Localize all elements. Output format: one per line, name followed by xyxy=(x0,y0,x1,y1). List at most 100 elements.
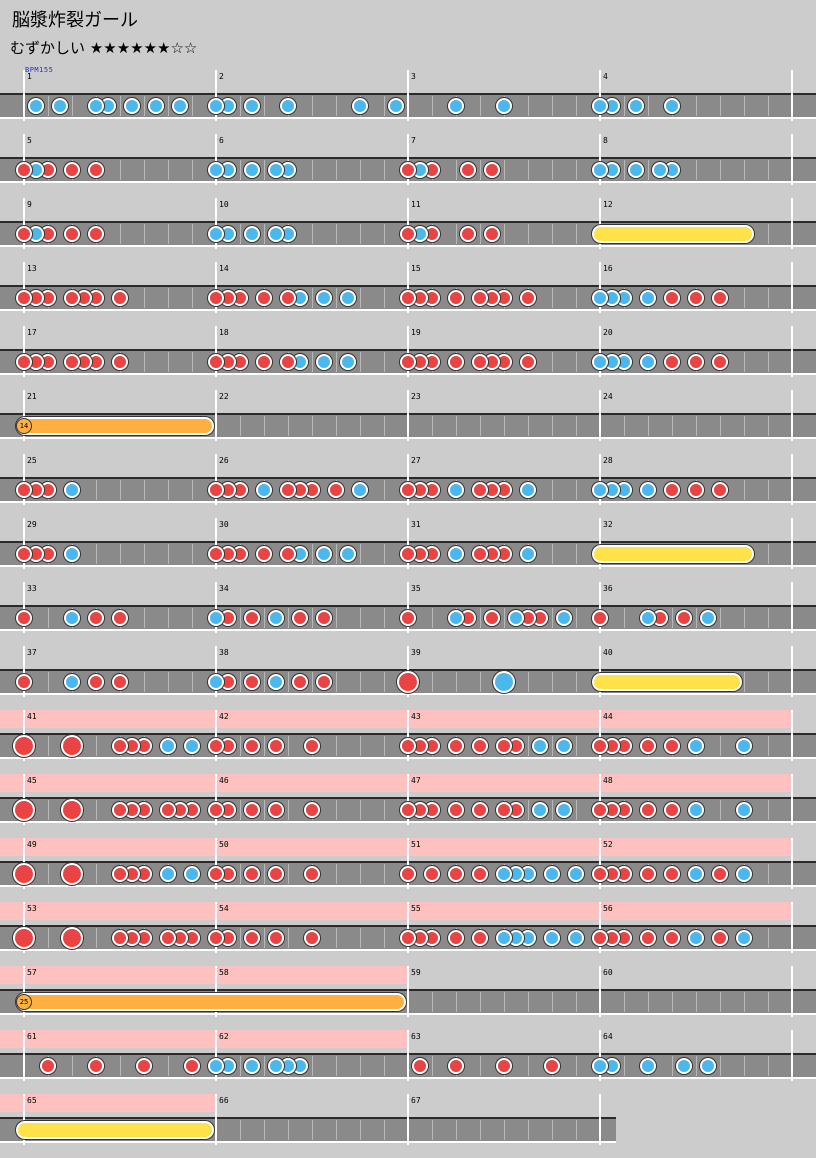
beat-tick xyxy=(96,736,97,756)
beat-tick xyxy=(576,288,577,308)
beat-tick xyxy=(168,672,169,692)
beat-tick xyxy=(672,992,673,1012)
don-note xyxy=(400,546,416,562)
beat-tick xyxy=(384,1120,385,1140)
bar-line xyxy=(23,70,25,121)
don-note xyxy=(16,290,32,306)
ka-note xyxy=(496,866,512,882)
measure-number: 4 xyxy=(603,72,608,81)
don-big-note xyxy=(61,799,83,821)
ka-note xyxy=(736,802,752,818)
ka-note xyxy=(268,226,284,242)
don-note xyxy=(688,290,704,306)
measure-number: 60 xyxy=(603,968,613,977)
chart-row: 61 62 63 64 xyxy=(0,1030,816,1094)
beat-tick xyxy=(240,608,241,628)
beat-tick xyxy=(696,608,697,628)
beat-tick xyxy=(528,1056,529,1076)
beat-tick xyxy=(744,352,745,372)
beat-tick xyxy=(576,96,577,116)
ka-note xyxy=(664,98,680,114)
measure-number: 6 xyxy=(219,136,224,145)
beat-tick xyxy=(624,992,625,1012)
beat-tick xyxy=(360,928,361,948)
beat-tick xyxy=(264,224,265,244)
beat-tick xyxy=(240,864,241,884)
ka-note xyxy=(496,98,512,114)
don-note xyxy=(676,610,692,626)
measure-number: 66 xyxy=(219,1096,229,1105)
beat-tick xyxy=(696,1056,697,1076)
chart-row: 53 54 55 56 xyxy=(0,902,816,966)
ka-note xyxy=(316,546,332,562)
measure-number: 42 xyxy=(219,712,229,721)
beat-tick xyxy=(336,672,337,692)
bar-line xyxy=(23,582,25,633)
bar-line xyxy=(215,774,217,825)
beat-tick xyxy=(168,96,169,116)
beat-tick xyxy=(192,672,193,692)
beat-tick xyxy=(192,352,193,372)
measure-number: 8 xyxy=(603,136,608,145)
measure-number: 11 xyxy=(411,200,421,209)
beat-tick xyxy=(336,1120,337,1140)
beat-tick xyxy=(384,1056,385,1076)
measure-number: 51 xyxy=(411,840,421,849)
bar-line xyxy=(407,582,409,633)
beat-tick xyxy=(768,992,769,1012)
don-note xyxy=(664,930,680,946)
beat-tick xyxy=(264,96,265,116)
beat-tick xyxy=(264,928,265,948)
measure-number: 67 xyxy=(411,1096,421,1105)
measure-number: 59 xyxy=(411,968,421,977)
beat-tick xyxy=(552,672,553,692)
beat-tick xyxy=(744,480,745,500)
bar-line xyxy=(215,70,217,121)
beat-tick xyxy=(552,800,553,820)
gogo-section xyxy=(0,710,216,728)
don-note xyxy=(280,290,296,306)
beat-tick xyxy=(360,672,361,692)
beat-tick xyxy=(696,416,697,436)
don-note xyxy=(712,354,728,370)
measure-number: 38 xyxy=(219,648,229,657)
beat-tick xyxy=(480,160,481,180)
balloon-roll xyxy=(16,417,214,435)
don-note xyxy=(88,674,104,690)
don-big-note xyxy=(13,799,35,821)
measure-number: 1 xyxy=(27,72,32,81)
beat-tick xyxy=(384,544,385,564)
don-note xyxy=(16,546,32,562)
measure-number: 2 xyxy=(219,72,224,81)
beat-tick xyxy=(264,800,265,820)
bar-line xyxy=(215,262,217,313)
beat-tick xyxy=(168,480,169,500)
gogo-section xyxy=(216,902,408,920)
ka-note xyxy=(652,162,668,178)
beat-tick xyxy=(768,480,769,500)
don-note xyxy=(268,866,284,882)
don-note xyxy=(688,482,704,498)
beat-tick xyxy=(576,672,577,692)
measure-number: 54 xyxy=(219,904,229,913)
difficulty-label: むずかしい xyxy=(10,39,86,57)
beat-tick xyxy=(504,1120,505,1140)
beat-tick xyxy=(360,736,361,756)
measure-number: 25 xyxy=(27,456,37,465)
ka-note xyxy=(532,802,548,818)
beat-tick xyxy=(144,544,145,564)
don-note xyxy=(316,610,332,626)
don-note xyxy=(664,738,680,754)
ka-note xyxy=(88,98,104,114)
bar-line xyxy=(599,262,601,313)
chart-row: 33 34 35 36 xyxy=(0,582,816,646)
don-note xyxy=(592,866,608,882)
don-note xyxy=(472,354,488,370)
don-note xyxy=(280,354,296,370)
measure-number: 45 xyxy=(27,776,37,785)
beat-tick xyxy=(96,480,97,500)
beat-tick xyxy=(336,160,337,180)
ka-note xyxy=(316,354,332,370)
beat-tick xyxy=(336,544,337,564)
ka-note xyxy=(448,546,464,562)
